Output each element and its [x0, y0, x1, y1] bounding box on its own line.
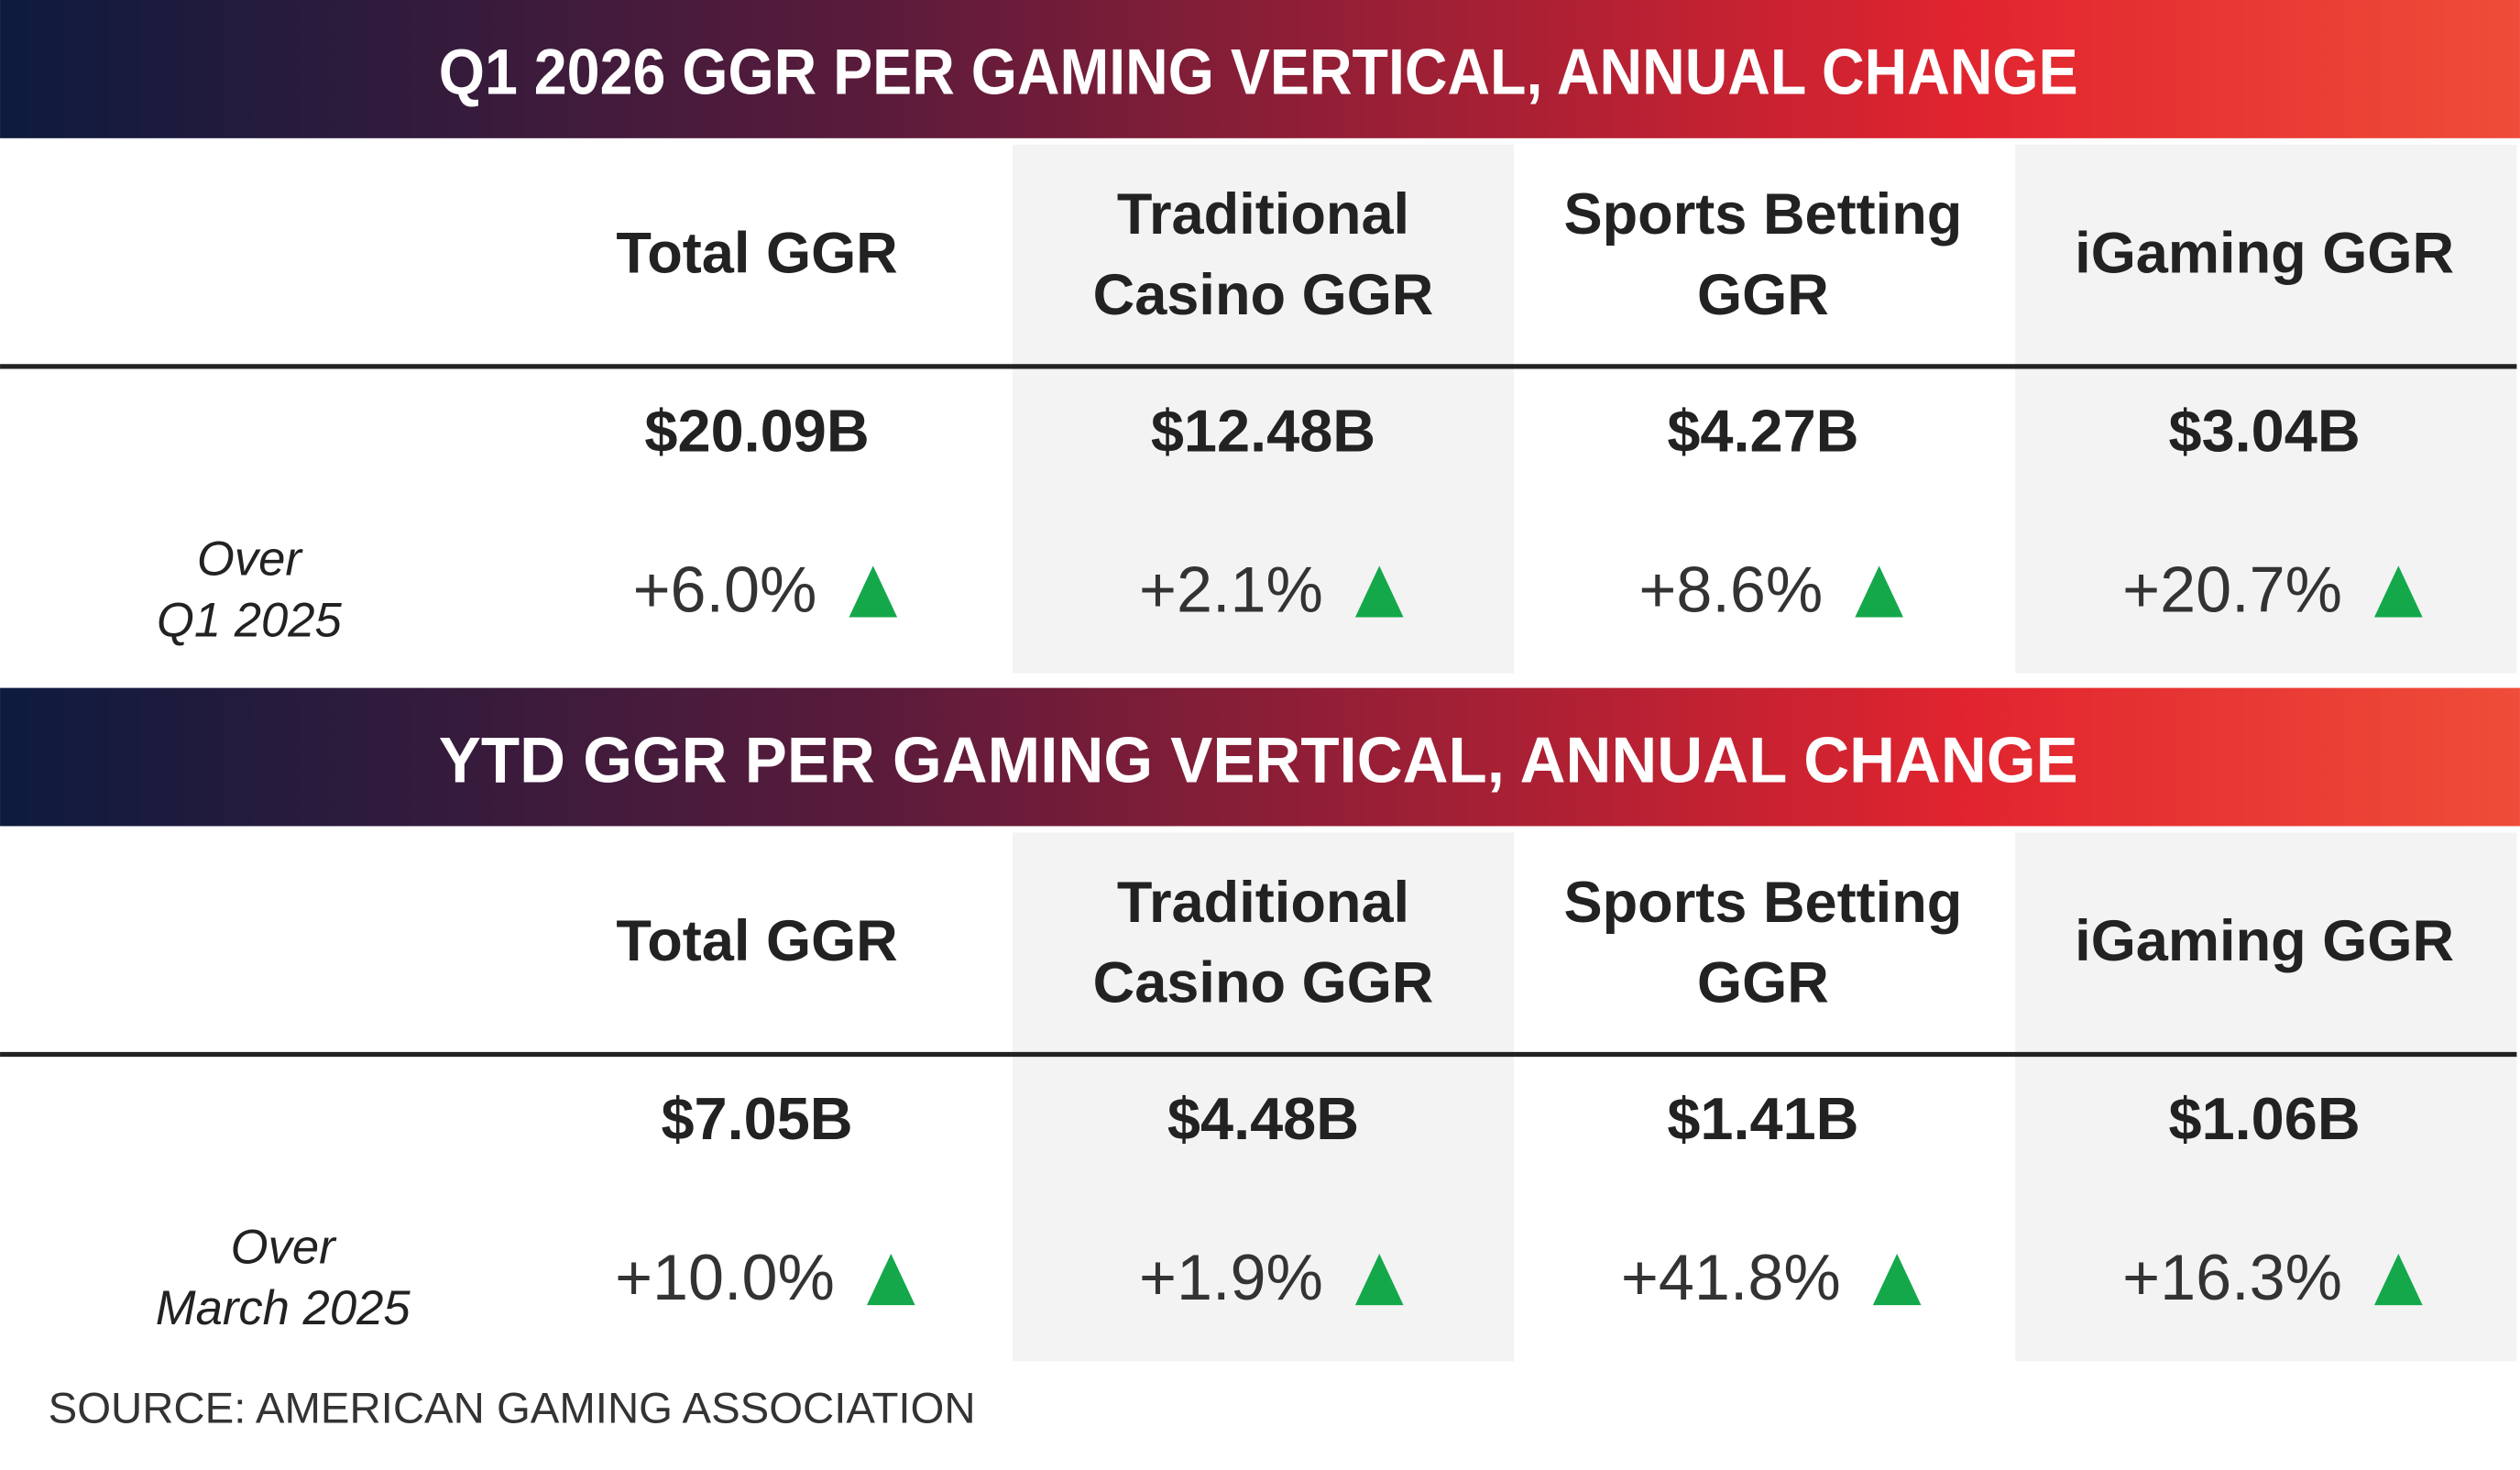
column-header: GGR: [1697, 263, 1829, 327]
change-group: +20.7%: [2122, 553, 2423, 625]
change-group: +8.6%: [1638, 553, 1903, 625]
row-label: Over: [231, 1220, 337, 1274]
change: +8.6%: [1638, 553, 1823, 625]
value: $3.04B: [2169, 397, 2361, 464]
value: $1.06B: [2169, 1085, 2361, 1152]
up-arrow: [1855, 565, 1903, 618]
value: $12.48B: [1151, 397, 1375, 464]
column-header: Total GGR: [616, 909, 897, 973]
up-arrow: [1354, 565, 1404, 618]
row-label: Over: [197, 532, 303, 587]
title-banner: [0, 687, 2520, 827]
column-header: Traditional: [1117, 182, 1409, 247]
column-header: Casino GGR: [1093, 263, 1434, 327]
value: $4.48B: [1167, 1085, 1359, 1152]
up-arrow: [849, 565, 898, 618]
section-title: Q1 2026 GGR PER GAMING VERTICAL, ANNUAL …: [439, 36, 2078, 108]
column-header: Sports Betting: [1564, 182, 1963, 247]
column-header: Traditional: [1117, 871, 1409, 935]
change: +41.8%: [1621, 1241, 1841, 1313]
change: +2.1%: [1139, 553, 1323, 625]
row-label: March 2025: [156, 1281, 411, 1335]
change-group: +2.1%: [1139, 553, 1404, 625]
change-group: +41.8%: [1621, 1241, 1922, 1313]
row-label: Q1 2025: [157, 593, 343, 647]
section-title: YTD GGR PER GAMING VERTICAL, ANNUAL CHAN…: [439, 723, 2078, 795]
up-arrow: [866, 1253, 915, 1306]
change-group: +10.0%: [615, 1241, 915, 1313]
value: $4.27B: [1667, 397, 1858, 464]
up-arrow: [1354, 1253, 1404, 1306]
change-group: +6.0%: [633, 553, 898, 625]
source-note: SOURCE: AMERICAN GAMING ASSOCIATION: [49, 1384, 976, 1432]
change-group: +16.3%: [2122, 1241, 2423, 1313]
value: $7.05B: [661, 1085, 852, 1152]
title-banner: [0, 0, 2520, 138]
change-group: +1.9%: [1139, 1241, 1404, 1313]
column-shade: [2015, 144, 2517, 674]
value: $1.41B: [1667, 1085, 1858, 1152]
change: +16.3%: [2122, 1241, 2342, 1313]
change: +6.0%: [633, 553, 817, 625]
column-header: Total GGR: [616, 221, 897, 285]
column-shade: [1012, 144, 1515, 674]
column-header: iGaming GGR: [2075, 221, 2454, 285]
change: +20.7%: [2122, 553, 2342, 625]
change: +1.9%: [1139, 1241, 1323, 1313]
up-arrow: [2374, 565, 2423, 618]
column-header: Sports Betting: [1564, 871, 1963, 935]
up-arrow: [2374, 1253, 2423, 1306]
change: +10.0%: [615, 1241, 835, 1313]
up-arrow: [1872, 1253, 1922, 1306]
column-header: Casino GGR: [1093, 950, 1434, 1015]
column-shade: [1012, 832, 1515, 1362]
value: $20.09B: [644, 397, 869, 464]
column-header: GGR: [1697, 950, 1829, 1015]
column-shade: [2015, 832, 2517, 1362]
column-header: iGaming GGR: [2075, 909, 2454, 973]
